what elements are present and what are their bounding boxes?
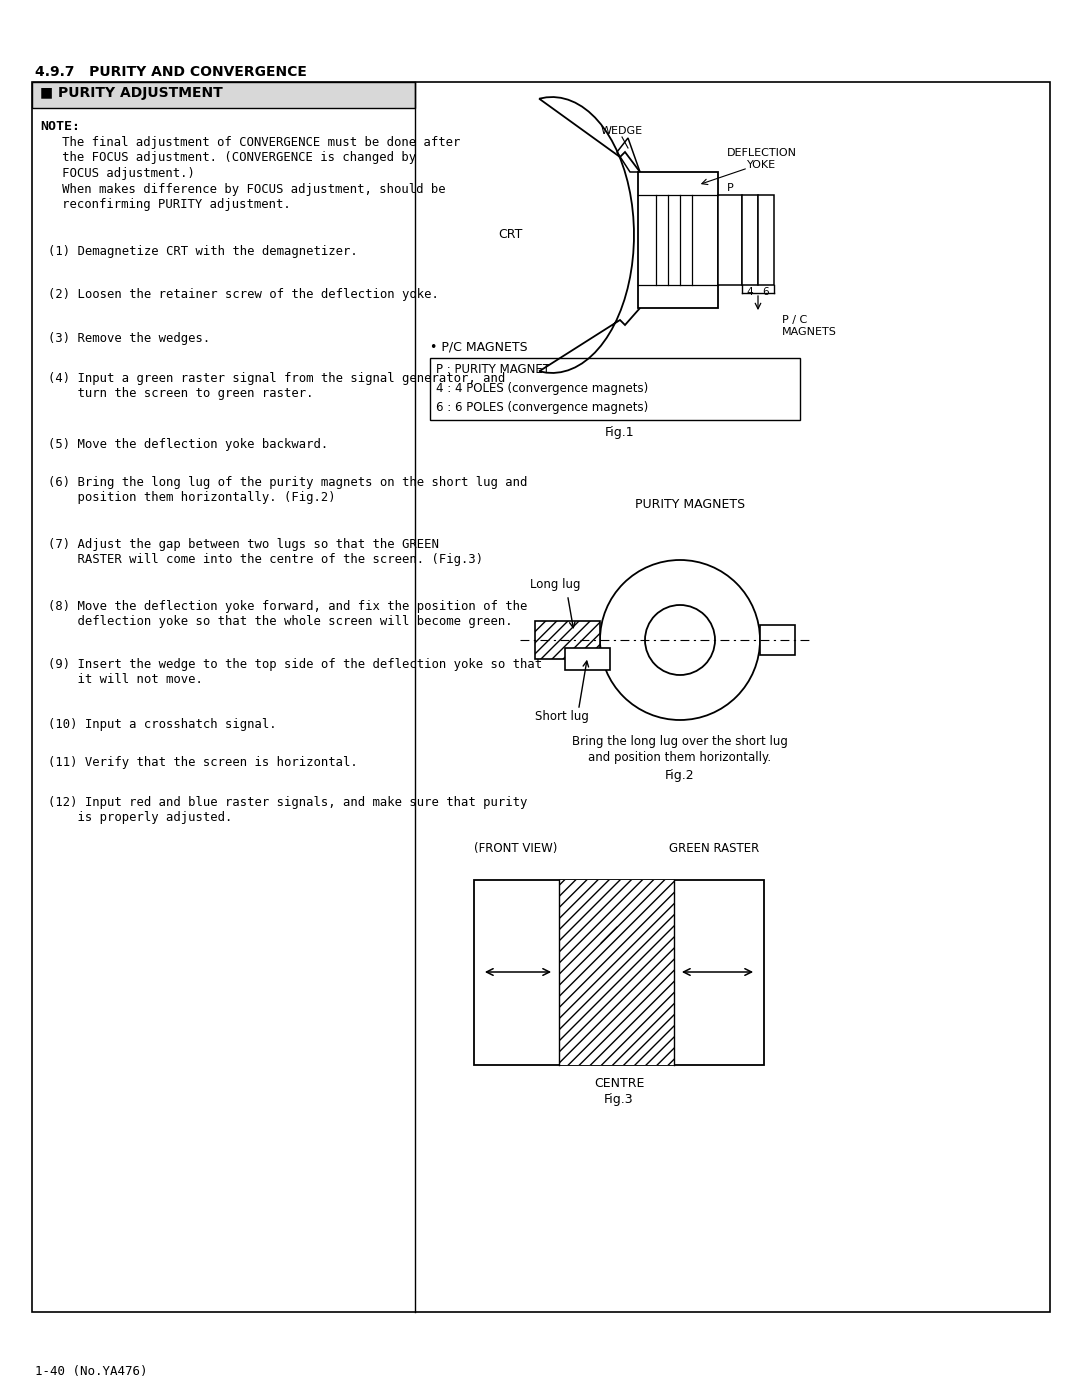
Text: 1-40 (No.YA476): 1-40 (No.YA476) xyxy=(35,1365,148,1377)
Text: Fig.1: Fig.1 xyxy=(605,426,635,439)
Circle shape xyxy=(645,605,715,675)
Text: (12) Input red and blue raster signals, and make sure that purity
    is properl: (12) Input red and blue raster signals, … xyxy=(48,796,527,824)
Text: 6 : 6 POLES (convergence magnets): 6 : 6 POLES (convergence magnets) xyxy=(436,401,648,414)
Bar xyxy=(718,196,742,285)
Text: P: P xyxy=(727,183,733,193)
Text: P : PURITY MAGNET: P : PURITY MAGNET xyxy=(436,363,550,376)
Text: (10) Input a crosshatch signal.: (10) Input a crosshatch signal. xyxy=(48,718,276,731)
Text: YOKE: YOKE xyxy=(747,161,777,170)
Text: CRT: CRT xyxy=(498,229,523,242)
Bar xyxy=(535,622,600,659)
Text: Fig.2: Fig.2 xyxy=(665,768,694,782)
Text: (6) Bring the long lug of the purity magnets on the short lug and
    position t: (6) Bring the long lug of the purity mag… xyxy=(48,476,527,504)
Bar xyxy=(760,624,795,655)
Text: Long lug: Long lug xyxy=(530,578,581,591)
Text: NOTE:: NOTE: xyxy=(40,120,80,133)
Text: (9) Insert the wedge to the top side of the deflection yoke so that
    it will : (9) Insert the wedge to the top side of … xyxy=(48,658,542,686)
Text: (5) Move the deflection yoke backward.: (5) Move the deflection yoke backward. xyxy=(48,439,328,451)
Text: (7) Adjust the gap between two lugs so that the GREEN
    RASTER will come into : (7) Adjust the gap between two lugs so t… xyxy=(48,538,483,566)
Text: Bring the long lug over the short lug: Bring the long lug over the short lug xyxy=(572,735,788,747)
Text: (FRONT VIEW): (FRONT VIEW) xyxy=(474,842,557,855)
Text: (11) Verify that the screen is horizontal.: (11) Verify that the screen is horizonta… xyxy=(48,756,357,768)
Bar xyxy=(758,196,774,285)
Circle shape xyxy=(600,560,760,719)
Text: GREEN RASTER: GREEN RASTER xyxy=(669,842,759,855)
Text: 4 : 4 POLES (convergence magnets): 4 : 4 POLES (convergence magnets) xyxy=(436,381,648,395)
Text: P / C: P / C xyxy=(782,314,807,326)
Text: reconfirming PURITY adjustment.: reconfirming PURITY adjustment. xyxy=(40,198,291,211)
Text: Short lug: Short lug xyxy=(535,710,589,724)
Bar xyxy=(430,358,800,420)
Text: the FOCUS adjustment. (CONVERGENCE is changed by: the FOCUS adjustment. (CONVERGENCE is ch… xyxy=(40,151,416,165)
Text: (2) Loosen the retainer screw of the deflection yoke.: (2) Loosen the retainer screw of the def… xyxy=(48,288,438,300)
Bar xyxy=(559,880,674,1065)
Bar xyxy=(474,880,764,1065)
Text: (8) Move the deflection yoke forward, and fix the position of the
    deflection: (8) Move the deflection yoke forward, an… xyxy=(48,599,527,629)
Text: When makes difference by FOCUS adjustment, should be: When makes difference by FOCUS adjustmen… xyxy=(40,183,446,196)
Bar xyxy=(742,196,758,285)
Bar xyxy=(32,82,415,108)
Text: (3) Remove the wedges.: (3) Remove the wedges. xyxy=(48,332,211,345)
Text: (4) Input a green raster signal from the signal generator, and
    turn the scre: (4) Input a green raster signal from the… xyxy=(48,372,505,400)
Text: FOCUS adjustment.): FOCUS adjustment.) xyxy=(40,168,194,180)
Bar xyxy=(565,648,610,671)
Text: The final adjustment of CONVERGENCE must be done after: The final adjustment of CONVERGENCE must… xyxy=(40,136,460,149)
Text: 4: 4 xyxy=(746,286,754,298)
Text: • P/C MAGNETS: • P/C MAGNETS xyxy=(430,339,528,353)
Text: WEDGE: WEDGE xyxy=(600,126,643,136)
Text: CENTRE: CENTRE xyxy=(594,1077,644,1090)
Text: 6: 6 xyxy=(762,286,769,298)
Bar xyxy=(559,880,674,1065)
Bar xyxy=(638,172,718,307)
Text: DEFLECTION: DEFLECTION xyxy=(727,148,797,158)
Text: 4.9.7   PURITY AND CONVERGENCE: 4.9.7 PURITY AND CONVERGENCE xyxy=(35,66,307,80)
Bar xyxy=(32,82,1050,1312)
Text: PURITY MAGNETS: PURITY MAGNETS xyxy=(635,497,745,511)
Text: Fig.3: Fig.3 xyxy=(604,1092,634,1106)
Text: ■ PURITY ADJUSTMENT: ■ PURITY ADJUSTMENT xyxy=(40,87,222,101)
Text: (1) Demagnetize CRT with the demagnetizer.: (1) Demagnetize CRT with the demagnetize… xyxy=(48,244,357,258)
Text: MAGNETS: MAGNETS xyxy=(782,327,837,337)
Bar xyxy=(535,622,600,659)
Text: and position them horizontally.: and position them horizontally. xyxy=(589,752,771,764)
